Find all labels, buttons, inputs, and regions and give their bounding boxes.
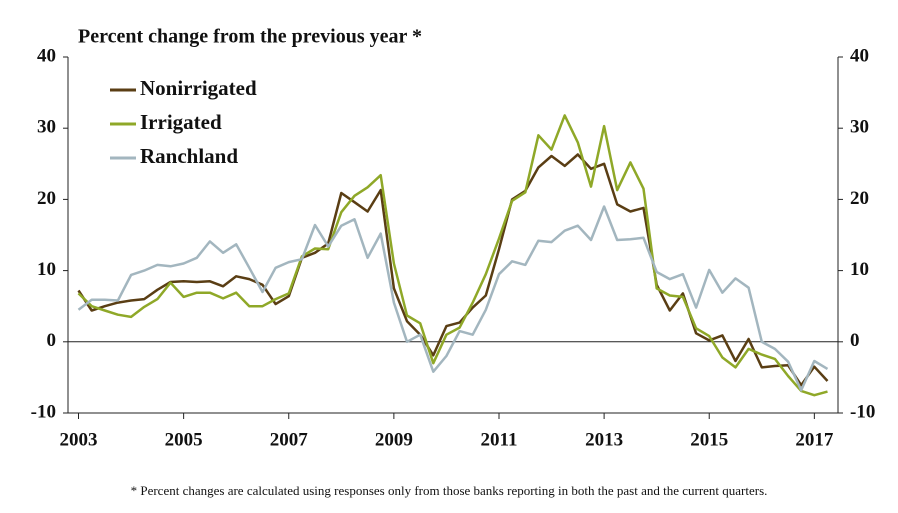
series-line xyxy=(77,153,829,387)
x-tick-label: 2013 xyxy=(585,429,623,450)
y2-tick-label: 10 xyxy=(850,259,869,280)
footnote: * Percent changes are calculated using r… xyxy=(131,483,768,498)
y-tick-label: 20 xyxy=(37,188,56,209)
y2-tick-label: 20 xyxy=(850,188,869,209)
x-tick-label: 2011 xyxy=(481,429,518,450)
legend-label: Irrigated xyxy=(140,110,222,134)
y-tick-label: 10 xyxy=(37,259,56,280)
y2-tick-label: 0 xyxy=(850,330,860,351)
x-tick-label: 2017 xyxy=(795,429,834,450)
x-tick-label: 2003 xyxy=(60,429,98,450)
y-tick-label: -10 xyxy=(31,401,56,422)
y2-tick-label: 30 xyxy=(850,117,869,138)
legend-label: Ranchland xyxy=(140,144,238,168)
y-tick-label: 40 xyxy=(37,45,56,66)
x-tick-label: 2007 xyxy=(270,429,309,450)
legend-label: Nonirrigated xyxy=(140,76,257,100)
x-tick-label: 2009 xyxy=(375,429,413,450)
series-line xyxy=(77,114,828,397)
x-tick-label: 2005 xyxy=(165,429,203,450)
series-line xyxy=(77,205,829,392)
y-tick-label: 0 xyxy=(47,330,57,351)
y-tick-label: 30 xyxy=(37,117,56,138)
y2-tick-label: -10 xyxy=(850,401,875,422)
chart-title: Percent change from the previous year * xyxy=(78,26,422,48)
y2-tick-label: 40 xyxy=(850,45,869,66)
x-tick-label: 2015 xyxy=(690,429,728,450)
